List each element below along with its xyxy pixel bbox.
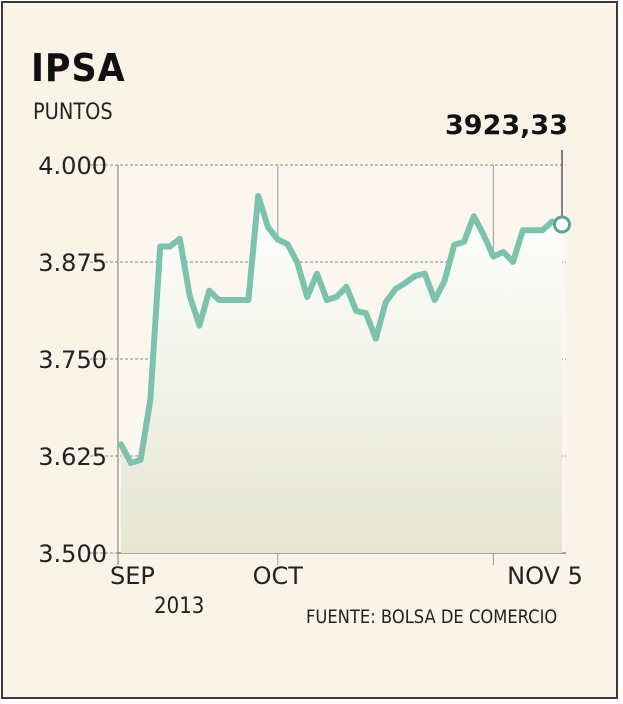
area-under-line bbox=[121, 196, 562, 553]
area-fill bbox=[121, 196, 562, 553]
chart-title: IPSA bbox=[31, 46, 126, 90]
y-axis-ticks: 3.500 3.625 3.750 3.875 4.000 bbox=[38, 152, 107, 568]
series-line-layer bbox=[118, 193, 565, 466]
last-value-label: 3923,33 bbox=[445, 110, 568, 141]
last-value-annotation: 3923,33 bbox=[445, 110, 571, 234]
y-tick-label: 3.625 bbox=[38, 443, 107, 471]
series-line bbox=[118, 193, 565, 466]
y-unit-label: PUNTOS bbox=[33, 100, 113, 125]
y-tick-label: 3.750 bbox=[38, 346, 107, 374]
y-tick-label: 3.500 bbox=[38, 540, 107, 568]
y-tick-label: 3.875 bbox=[38, 249, 107, 277]
year-label: 2013 bbox=[154, 594, 205, 619]
source-note: FUENTE: BOLSA DE COMERCIO bbox=[306, 606, 558, 628]
x-tick-label: SEP bbox=[110, 562, 155, 590]
y-tick-label: 4.000 bbox=[38, 152, 107, 180]
x-tick-label: OCT bbox=[253, 562, 304, 590]
x-axis-ticks: SEP OCT NOV 5 bbox=[110, 562, 583, 590]
x-tick-label: NOV 5 bbox=[507, 562, 583, 590]
last-value-marker bbox=[553, 215, 571, 234]
